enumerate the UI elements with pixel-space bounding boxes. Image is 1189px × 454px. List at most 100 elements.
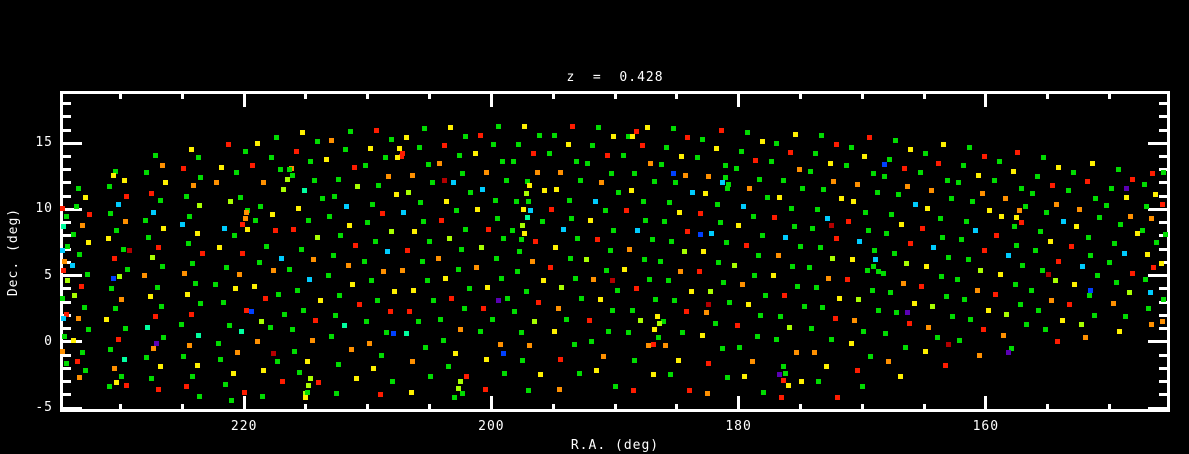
data-point bbox=[113, 168, 119, 174]
data-point bbox=[1000, 332, 1006, 338]
tick-mark bbox=[60, 234, 71, 238]
data-point bbox=[387, 308, 393, 314]
data-point bbox=[979, 191, 985, 197]
data-point bbox=[739, 282, 745, 288]
data-point bbox=[1059, 318, 1065, 324]
data-point bbox=[257, 204, 263, 210]
data-point bbox=[466, 286, 472, 292]
y-tick-label: 10 bbox=[35, 201, 53, 217]
data-point bbox=[513, 199, 519, 205]
tick-mark bbox=[1107, 404, 1111, 412]
data-point bbox=[338, 233, 344, 239]
data-point bbox=[361, 258, 367, 264]
data-point bbox=[884, 230, 890, 236]
tick-mark bbox=[119, 91, 123, 99]
data-point bbox=[732, 262, 738, 268]
data-point bbox=[734, 323, 740, 329]
data-point bbox=[399, 151, 405, 157]
tick-mark bbox=[60, 155, 71, 159]
data-point bbox=[491, 142, 497, 148]
data-point bbox=[1124, 185, 1130, 191]
data-point bbox=[521, 206, 527, 212]
data-point bbox=[115, 336, 121, 342]
data-point bbox=[324, 156, 330, 162]
data-point bbox=[1153, 240, 1159, 246]
data-point bbox=[148, 191, 154, 197]
data-point bbox=[59, 348, 65, 354]
data-point bbox=[385, 249, 391, 255]
data-point bbox=[551, 132, 557, 138]
data-point bbox=[649, 237, 655, 243]
data-point bbox=[962, 296, 968, 302]
data-point bbox=[121, 177, 127, 183]
data-point bbox=[863, 209, 869, 215]
data-point bbox=[743, 242, 749, 248]
data-point bbox=[1089, 160, 1095, 166]
data-point bbox=[778, 314, 784, 320]
data-point bbox=[153, 340, 159, 346]
data-point bbox=[161, 225, 167, 231]
data-point bbox=[524, 214, 530, 220]
tick-mark bbox=[1148, 274, 1170, 278]
data-point bbox=[968, 316, 974, 322]
data-point bbox=[273, 135, 279, 141]
data-point bbox=[144, 169, 150, 175]
data-point bbox=[652, 179, 658, 185]
data-point bbox=[126, 248, 132, 253]
data-point bbox=[987, 208, 993, 214]
data-point bbox=[900, 281, 906, 287]
data-point bbox=[610, 307, 616, 313]
tick-mark bbox=[1159, 380, 1170, 384]
data-point bbox=[381, 269, 387, 275]
data-point bbox=[867, 135, 873, 141]
data-point bbox=[256, 259, 262, 265]
data-point bbox=[733, 165, 739, 171]
data-point bbox=[750, 213, 756, 219]
data-point bbox=[148, 376, 154, 382]
data-point bbox=[752, 273, 758, 279]
data-point bbox=[229, 397, 235, 403]
data-point bbox=[938, 274, 944, 280]
data-point bbox=[195, 332, 201, 338]
data-point bbox=[741, 204, 747, 210]
data-point bbox=[220, 299, 226, 305]
data-point bbox=[726, 181, 732, 187]
data-point bbox=[61, 267, 67, 273]
data-point bbox=[537, 132, 543, 138]
data-point bbox=[119, 373, 125, 379]
data-point bbox=[621, 152, 627, 158]
data-point bbox=[838, 196, 844, 202]
data-point bbox=[820, 304, 826, 310]
data-point bbox=[575, 236, 581, 242]
data-point bbox=[603, 267, 609, 273]
data-point bbox=[279, 379, 285, 385]
data-point bbox=[1088, 287, 1094, 293]
data-point bbox=[749, 359, 755, 365]
tick-mark bbox=[1159, 181, 1170, 185]
data-point bbox=[576, 371, 582, 377]
data-point bbox=[108, 210, 114, 216]
tick-mark bbox=[551, 404, 555, 412]
data-point bbox=[260, 393, 266, 399]
data-point bbox=[455, 385, 461, 391]
data-point bbox=[718, 127, 724, 133]
data-point bbox=[157, 197, 163, 203]
data-point bbox=[893, 138, 899, 144]
data-point bbox=[419, 258, 425, 264]
tick-mark bbox=[304, 404, 308, 412]
data-point bbox=[1052, 278, 1058, 284]
data-point bbox=[755, 253, 761, 259]
tick-mark bbox=[60, 128, 71, 132]
data-point bbox=[189, 261, 195, 267]
data-point bbox=[697, 232, 703, 238]
data-point bbox=[673, 180, 679, 186]
data-point bbox=[875, 269, 881, 275]
data-point bbox=[158, 303, 164, 309]
tick-mark bbox=[1159, 353, 1170, 357]
data-point bbox=[493, 255, 499, 261]
data-point bbox=[514, 269, 520, 275]
data-point bbox=[78, 283, 84, 289]
data-point bbox=[187, 343, 193, 349]
data-point bbox=[941, 142, 947, 148]
